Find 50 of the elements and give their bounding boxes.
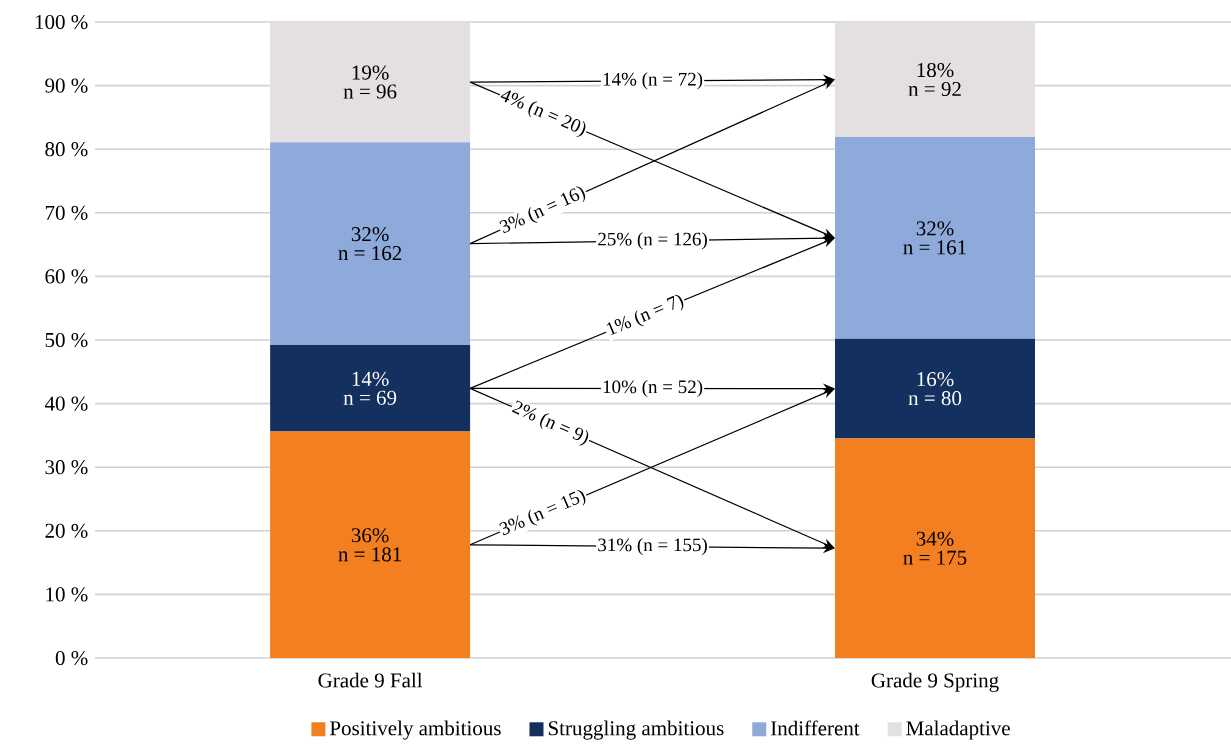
annotation: 2% (n = 9) bbox=[511, 400, 589, 446]
y-tick-label: 40 % bbox=[44, 396, 88, 411]
data-label: 19% bbox=[352, 65, 389, 80]
y-tick-label: 90 % bbox=[45, 78, 88, 93]
data-label: 34% bbox=[916, 531, 954, 546]
bar bbox=[835, 137, 1035, 339]
data-label: 18% bbox=[917, 62, 954, 78]
annotation: 25% (n = 126) bbox=[598, 232, 707, 250]
annotation: n = 80 bbox=[908, 391, 962, 406]
y-tick-label: 80 % bbox=[45, 142, 88, 157]
annotation: n = 181 bbox=[338, 547, 401, 562]
bar bbox=[835, 338, 1035, 439]
bar bbox=[270, 22, 471, 143]
y-tick-label: 20 % bbox=[45, 523, 88, 538]
bar bbox=[270, 345, 471, 432]
y-tick-label: 60 % bbox=[45, 269, 88, 284]
y-tick-label: 70 % bbox=[45, 205, 88, 220]
bar bbox=[835, 22, 1035, 138]
annotation: 1% (n = 7) bbox=[606, 294, 684, 336]
data-label: 14% bbox=[352, 371, 389, 386]
y-tick-label: 30 % bbox=[45, 460, 88, 475]
annotation: 3% (n = 16) bbox=[499, 186, 586, 234]
legend-label: Maladaptive bbox=[906, 720, 1010, 740]
annotation: n = 162 bbox=[338, 246, 402, 261]
data-label: 32% bbox=[351, 227, 389, 242]
annotation: n = 92 bbox=[908, 81, 961, 97]
bar bbox=[835, 438, 1035, 658]
bar bbox=[270, 431, 471, 658]
annotation: 31% (n = 155) bbox=[598, 537, 707, 556]
y-tick-label: 0 % bbox=[55, 650, 88, 666]
data-label: 16% bbox=[917, 372, 954, 387]
annotation: 3% (n = 15) bbox=[499, 489, 586, 536]
legend-label: Struggling ambitious bbox=[548, 720, 724, 740]
annotation: n = 175 bbox=[903, 550, 967, 565]
data-label: 32% bbox=[916, 221, 954, 236]
legend-label: Indifferent bbox=[771, 720, 860, 736]
x-tick-label: Grade 9 Fall bbox=[318, 672, 423, 688]
annotation: 14% (n = 72) bbox=[603, 72, 703, 90]
x-tick-label: Grade 9 Spring bbox=[871, 672, 999, 692]
annotation: n = 161 bbox=[903, 240, 966, 255]
legend-label: Positively ambitious bbox=[329, 720, 501, 740]
annotation: n = 69 bbox=[343, 390, 397, 405]
data-label: 36% bbox=[351, 528, 389, 543]
annotation: 10% (n = 52) bbox=[603, 379, 703, 398]
annotation: 4% (n = 20) bbox=[500, 90, 586, 137]
y-tick-label: 50 % bbox=[45, 332, 88, 348]
annotation: n = 96 bbox=[343, 84, 397, 99]
y-tick-label: 100 % bbox=[35, 14, 88, 30]
y-tick-label: 10 % bbox=[46, 587, 88, 602]
bar bbox=[270, 142, 471, 346]
